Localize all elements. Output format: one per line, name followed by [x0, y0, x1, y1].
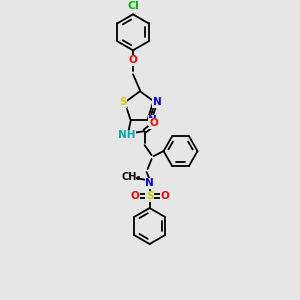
Text: N: N: [145, 178, 154, 188]
Text: N: N: [153, 97, 162, 107]
Text: O: O: [149, 118, 158, 128]
Text: S: S: [146, 191, 153, 201]
Text: N: N: [148, 115, 157, 125]
Text: S: S: [119, 97, 127, 107]
Text: NH: NH: [118, 130, 135, 140]
Text: O: O: [129, 55, 137, 65]
Text: O: O: [130, 191, 139, 201]
Text: CH₃: CH₃: [122, 172, 141, 182]
Text: O: O: [160, 191, 169, 201]
Text: Cl: Cl: [127, 2, 139, 11]
